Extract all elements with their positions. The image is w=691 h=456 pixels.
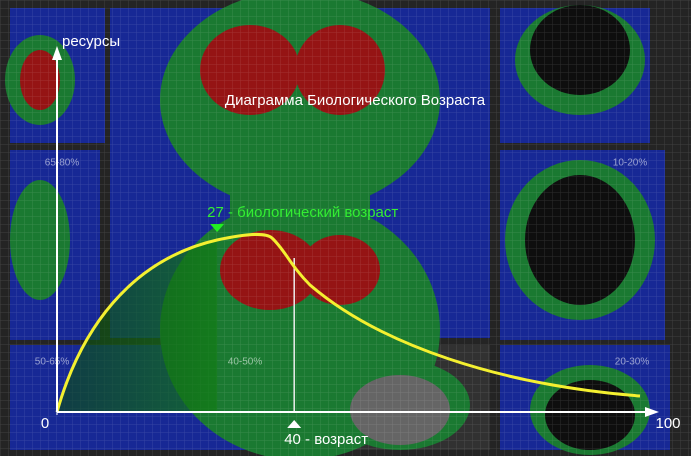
chart-title: Диаграмма Биологического Возраста (225, 92, 486, 109)
bio-age-label: 27 - биологический возраст (207, 204, 398, 221)
resource-curve (55, 232, 641, 413)
x-tick-label: 100 (655, 415, 680, 432)
age-marker (287, 420, 302, 428)
y-axis-label: ресурсы (62, 33, 120, 50)
x-axis-arrow (645, 407, 659, 417)
background-label: 10-20% (613, 158, 648, 169)
background-labels: 65-80% 10-20% 50-65% 40-50% 20-30% (35, 158, 650, 368)
background-label: 50-65% (35, 357, 70, 368)
bio-age-marker (210, 224, 225, 232)
age-label: 40 - возраст (284, 431, 368, 448)
bio-age-area (57, 239, 218, 412)
x-tick-label: 0 (41, 415, 49, 432)
background-label: 65-80% (45, 158, 80, 169)
background-label: 40-50% (228, 357, 263, 368)
y-axis-arrow (52, 46, 62, 60)
background-label: 20-30% (615, 357, 650, 368)
